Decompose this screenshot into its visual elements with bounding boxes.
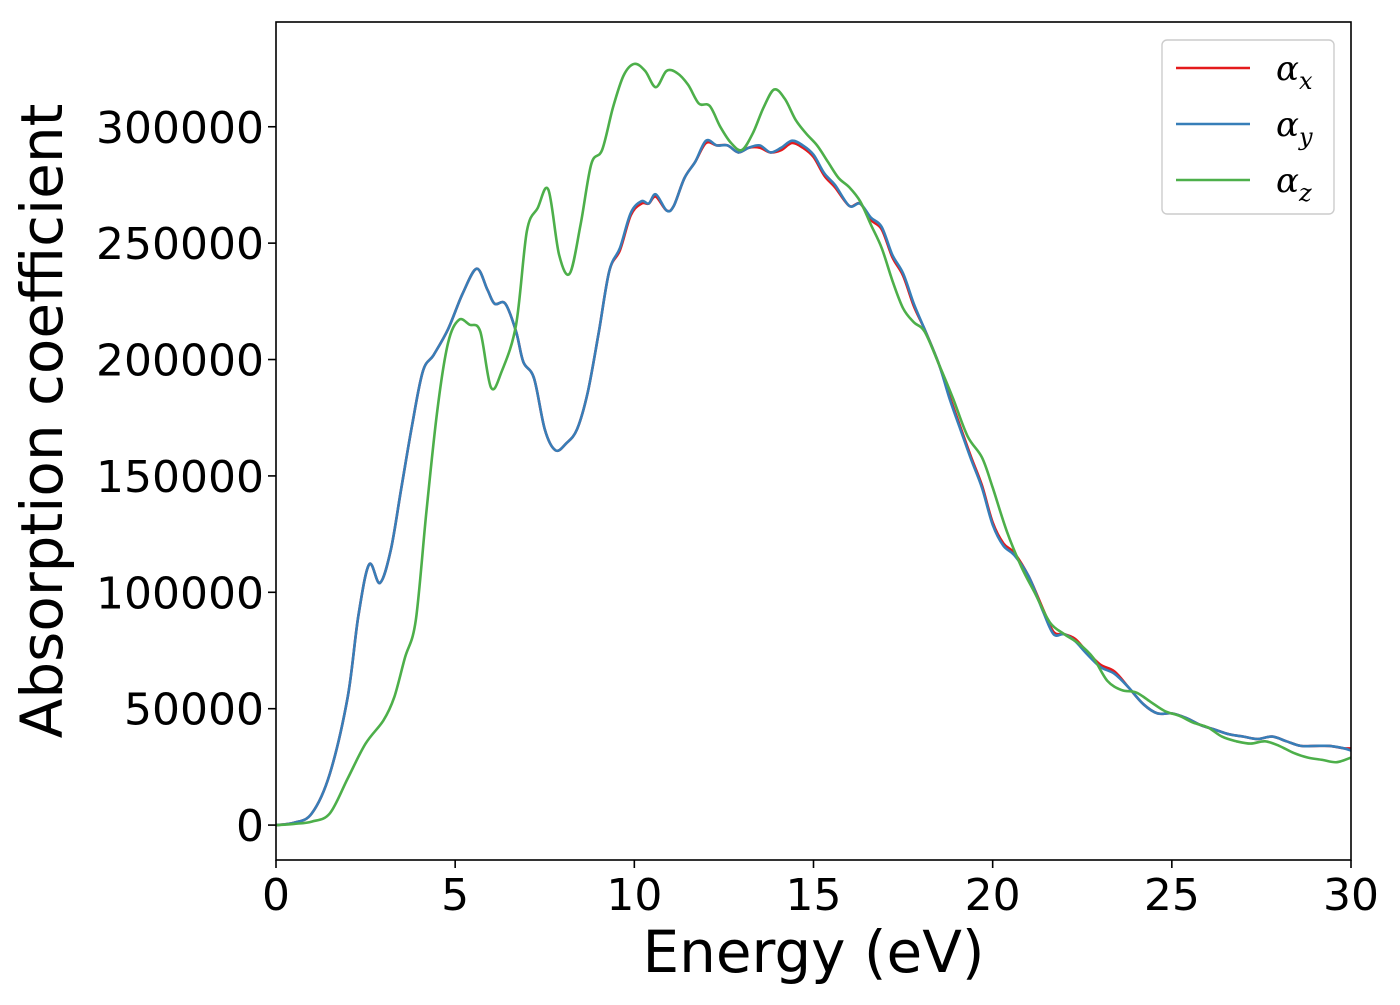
series-line-z: [276, 62, 1351, 827]
y-tick-label: 0: [236, 801, 264, 852]
x-tick-label: 0: [262, 870, 290, 921]
y-tick-label: 50000: [124, 685, 264, 736]
x-tick-label: 10: [606, 870, 662, 921]
y-axis-ticks: 0 50000 100000 150000 200000 250000 300000: [96, 103, 276, 852]
legend-subscript: y: [1298, 123, 1313, 151]
x-tick-label: 30: [1323, 870, 1379, 921]
y-tick-label: 100000: [96, 568, 264, 619]
series-layer: [276, 62, 1351, 827]
x-axis-title: Energy (eV): [642, 918, 984, 986]
series-line-y: [276, 138, 1351, 827]
legend-subscript: x: [1299, 67, 1313, 95]
x-tick-label: 5: [441, 870, 469, 921]
x-axis-ticks: 0 5 10 15 20 25 30: [262, 860, 1379, 921]
x-tick-label: 20: [965, 870, 1021, 921]
x-tick-label: 15: [786, 870, 842, 921]
y-tick-label: 300000: [96, 103, 264, 154]
y-tick-label: 250000: [96, 219, 264, 270]
x-tick-label: 25: [1144, 870, 1200, 921]
y-axis-title: Absorption coefficient: [8, 104, 76, 739]
legend-label-z: αz: [1276, 161, 1312, 207]
series-line-x: [276, 140, 1351, 827]
y-tick-label: 150000: [96, 452, 264, 503]
legend-subscript: z: [1298, 179, 1312, 207]
y-tick-label: 200000: [96, 336, 264, 387]
legend-box: [1161, 39, 1335, 215]
